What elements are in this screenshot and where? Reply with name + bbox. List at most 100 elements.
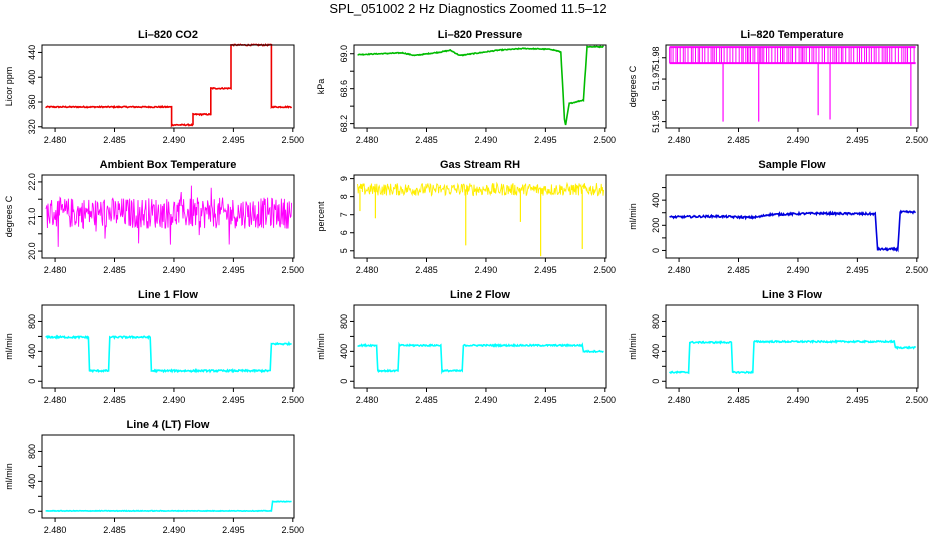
x-tick-label: 2.490 [163,135,186,145]
y-tick-label: 0 [651,379,661,384]
x-tick-label: 2.490 [787,265,810,275]
y-tick-label: 360 [27,94,37,109]
y-tick-label: 6 [339,230,349,235]
chart-svg: Line 4 (LT) Flow ml/min 2.480 2.485 2.490 2.4… [4,419,304,535]
y-tick-label: 51.97 [651,68,661,91]
y-tick-label: 400 [27,344,37,359]
series-line [357,45,604,126]
plot-frame [665,44,919,129]
y-axis-label: ml/min [4,333,14,360]
x-tick-label: 2.485 [415,395,438,405]
y-tick-label: 0 [339,379,349,384]
y-axis-label: kPa [316,79,326,95]
x-tick-label: 2.480 [356,135,379,145]
x-tick-label: 2.495 [534,265,557,275]
series-group [45,185,293,247]
chart-title: Li–820 CO2 [138,29,198,41]
x-tick-label: 2.500 [594,395,617,405]
y-tick-label: 68.6 [339,80,349,98]
x-tick-label: 2.485 [415,135,438,145]
series-group [45,334,292,374]
series-line [45,43,293,128]
x-tick-label: 2.480 [44,395,67,405]
y-tick-label: 0 [27,379,37,384]
x-tick-label: 2.480 [668,135,691,145]
y-axis-label: ml/min [316,333,326,360]
x-tick-label: 2.495 [222,135,245,145]
y-tick-label: 800 [27,314,37,329]
series-group [357,181,605,257]
y-tick-label: 0 [651,248,661,253]
chart-svg: Li–820 Pressure kPa 2.480 2.485 2.490 2.495 2.… [316,29,616,145]
series-line [45,185,293,247]
y-axis-label: degrees C [628,65,638,107]
series-group [668,339,917,375]
figure-title: SPL_051002 2 Hz Diagnostics Zoomed 11.5–… [329,1,607,16]
x-tick-label: 2.490 [787,395,810,405]
y-tick-label: 320 [27,119,37,134]
x-tick-label: 2.485 [727,265,750,275]
y-axis-label: degrees C [4,195,14,237]
panel-co2: Li–820 CO2 Licor ppm 2.480 2.485 2.490 2.495 2… [0,27,312,157]
x-tick-label: 2.500 [906,265,929,275]
y-tick-label: 0 [27,509,37,514]
x-tick-label: 2.490 [475,395,498,405]
panel-sample-flow: Sample Flow ml/min 2.480 2.485 2.490 2.495 2.5… [624,157,936,287]
chart-svg: Sample Flow ml/min 2.480 2.485 2.490 2.495 2.5… [628,159,929,275]
chart-svg: Gas Stream RH percent 2.480 2.485 2.490 2.495… [316,159,616,275]
series-group [45,43,293,128]
y-tick-label: 400 [27,474,37,489]
x-tick-label: 2.485 [727,135,750,145]
panel-line4-flow: Line 4 (LT) Flow ml/min 2.480 2.485 2.490 2.4… [0,417,312,547]
y-tick-label: 22.0 [27,173,37,191]
y-tick-label: 400 [651,193,661,208]
chart-svg: Ambient Box Temperature degrees C 2.480 2.4… [4,159,304,275]
y-tick-label: 51.98 [651,47,661,70]
panel-box-temp: Ambient Box Temperature degrees C 2.480 2.4… [0,157,312,287]
series-line [45,500,292,513]
x-tick-label: 2.490 [163,265,186,275]
x-tick-label: 2.480 [356,265,379,275]
series-group [357,341,604,375]
x-tick-label: 2.480 [44,525,67,535]
x-tick-label: 2.500 [906,395,929,405]
panel-line3-flow: Line 3 Flow ml/min 2.480 2.485 2.490 2.495 2.5… [624,287,936,417]
x-tick-label: 2.490 [787,135,810,145]
y-axis-label: ml/min [628,333,638,360]
chart-svg: Li–820 CO2 Licor ppm 2.480 2.485 2.490 2.495 2… [4,29,304,145]
y-tick-label: 8 [339,194,349,199]
x-tick-label: 2.490 [163,525,186,535]
panel-rh: Gas Stream RH percent 2.480 2.485 2.490 2.495… [312,157,624,287]
series-group [45,500,292,513]
x-tick-label: 2.480 [668,395,691,405]
y-axis-label: ml/min [4,463,14,490]
x-tick-label: 2.495 [222,265,245,275]
chart-svg: Line 2 Flow ml/min 2.480 2.485 2.490 2.495 2.5… [316,289,617,405]
panel-line2-flow: Line 2 Flow ml/min 2.480 2.485 2.490 2.495 2.5… [312,287,624,417]
plot-frame [41,434,295,519]
x-tick-label: 2.480 [44,265,67,275]
y-tick-label: 400 [339,344,349,359]
plot-frame [353,304,607,389]
x-tick-label: 2.485 [727,395,750,405]
y-tick-label: 440 [27,45,37,60]
y-tick-label: 20.0 [27,242,37,260]
chart-title: Line 1 Flow [138,289,198,301]
x-tick-label: 2.495 [534,135,557,145]
y-tick-label: 400 [27,70,37,85]
series-group [357,45,604,126]
series-line [357,341,604,375]
x-tick-label: 2.485 [103,395,126,405]
x-tick-label: 2.485 [103,135,126,145]
chart-title: Line 4 (LT) Flow [127,419,210,431]
chart-title: Ambient Box Temperature [100,159,237,171]
plot-frame [353,174,607,259]
y-tick-label: 51.95 [651,110,661,133]
panel-line1-flow: Line 1 Flow ml/min 2.480 2.485 2.490 2.495 2.5… [0,287,312,417]
plot-frame [353,44,607,129]
x-tick-label: 2.495 [846,135,869,145]
x-tick-label: 2.490 [475,135,498,145]
x-tick-label: 2.490 [163,395,186,405]
y-tick-label: 21.0 [27,208,37,226]
